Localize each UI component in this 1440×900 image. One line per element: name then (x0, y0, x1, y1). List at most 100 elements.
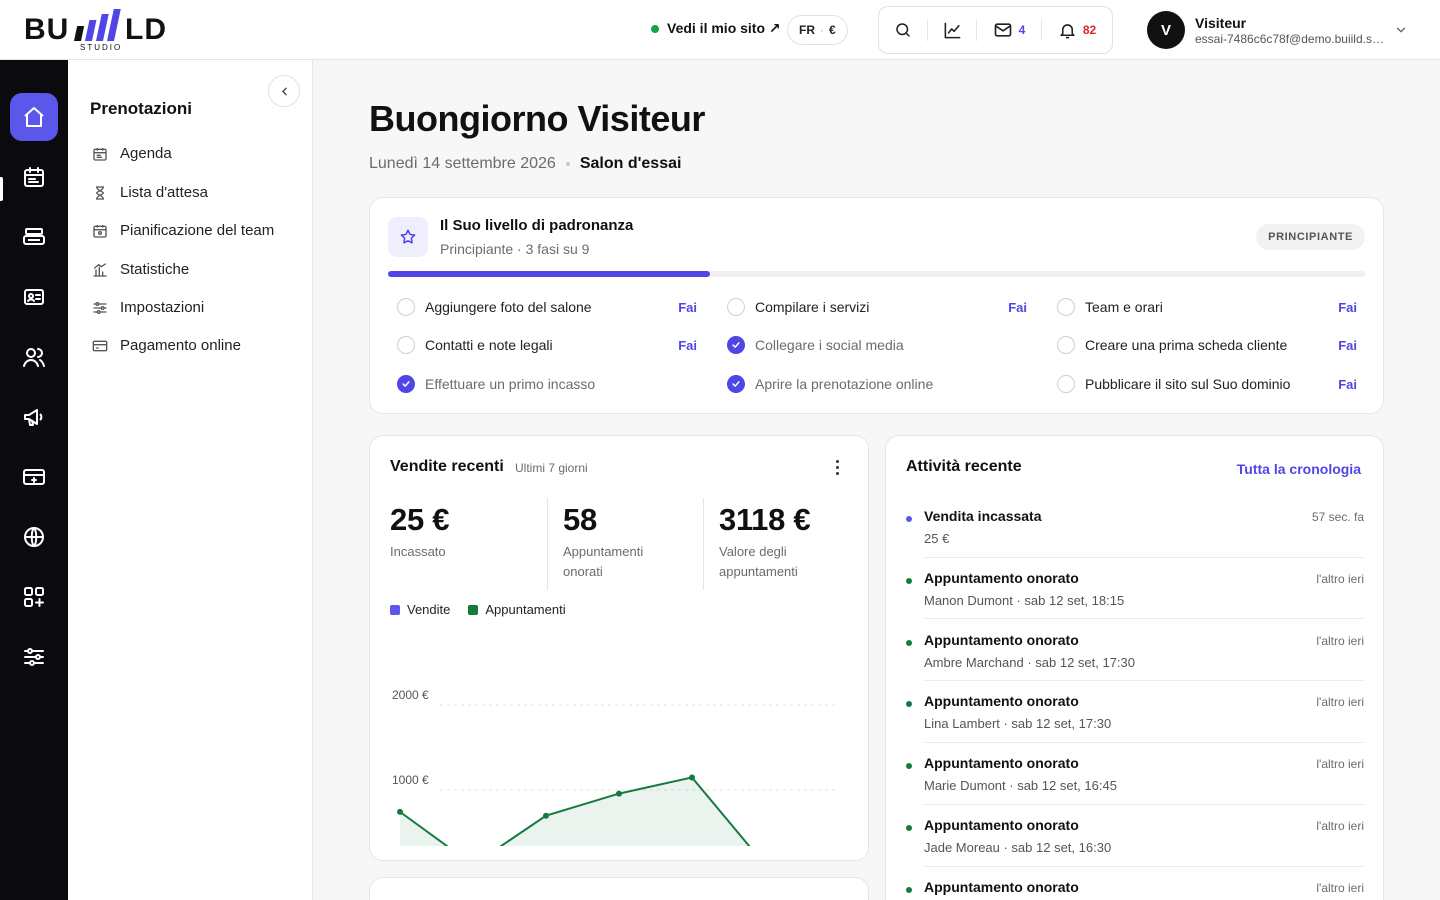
submenu-item-team-planning[interactable]: Pianificazione del team (92, 222, 274, 239)
task-label: Effettuare un primo incasso (425, 376, 596, 392)
mastery-task[interactable]: Team e orari Fai (1057, 296, 1357, 318)
subtitle-separator (565, 162, 570, 166)
activity-item[interactable]: Appuntamento onorato Jade Moreau · sab 12… (906, 817, 1364, 861)
submenu-item-statistics[interactable]: Statistiche (92, 261, 189, 278)
notifications-button[interactable]: 82 (1042, 7, 1112, 53)
task-label: Collegare i social media (755, 337, 904, 353)
activity-title-text: Appuntamento onorato (924, 755, 1079, 772)
activity-item[interactable]: Appuntamento onorato Marie Dumont · sab 1… (906, 755, 1364, 799)
kpi-value: 3118 € (719, 502, 811, 537)
activity-separator (924, 741, 1364, 743)
rail-item-team[interactable] (10, 333, 58, 381)
rail-item-register[interactable] (10, 213, 58, 261)
legend-item-sales[interactable]: Vendite (390, 602, 450, 617)
view-site-link[interactable]: Vedi il mio sito ↗ (651, 20, 781, 37)
collapse-submenu-button[interactable] (268, 75, 300, 107)
do-task-button[interactable]: Fai (1338, 299, 1357, 315)
activity-item[interactable]: Vendita incassata 25 € 57 sec. fa (906, 508, 1364, 552)
tool-divider (976, 19, 977, 41)
do-task-button[interactable]: Fai (1338, 337, 1357, 353)
mastery-subtitle: Principiante · 3 fasi su 9 (440, 241, 590, 257)
mastery-task[interactable]: Aggiungere foto del salone Fai (397, 296, 697, 318)
empty-circle-icon (397, 336, 415, 354)
task-label: Pubblicare il sito sul Suo dominio (1085, 376, 1291, 392)
tool-divider (1041, 19, 1042, 41)
do-task-button[interactable]: Fai (678, 337, 697, 353)
rail-item-website[interactable] (10, 513, 58, 561)
activity-title: Attività recente (906, 458, 1022, 475)
rail-item-home[interactable] (10, 93, 58, 141)
mastery-task[interactable]: Effettuare un primo incasso (397, 373, 697, 395)
do-task-button[interactable]: Fai (1008, 299, 1027, 315)
check-icon (727, 375, 745, 393)
rail-item-settings[interactable] (10, 633, 58, 681)
chevron-down-icon[interactable] (1394, 23, 1408, 37)
activity-detail: 25 € (924, 531, 950, 546)
analytics-button[interactable] (928, 7, 976, 53)
empty-circle-icon (1057, 375, 1075, 393)
activity-separator (924, 803, 1364, 805)
settings-icon (93, 301, 107, 314)
do-task-button[interactable]: Fai (1338, 376, 1357, 392)
submenu-item-label: Impostazioni (120, 299, 205, 316)
submenu-item-online-payment[interactable]: Pagamento online (92, 337, 241, 354)
do-task-button[interactable]: Fai (678, 299, 697, 315)
mastery-task[interactable]: Creare una prima scheda cliente Fai (1057, 334, 1357, 356)
legend-item-appointments[interactable]: Appuntamenti (468, 602, 566, 617)
activity-item[interactable]: Appuntamento onorato Manon Dumont · sab 1… (906, 570, 1364, 614)
rail-item-marketing[interactable] (10, 393, 58, 441)
activity-bullet (906, 763, 912, 770)
chart-legend: Vendite Appuntamenti (390, 602, 566, 617)
mastery-task[interactable]: Pubblicare il sito sul Suo dominio Fai (1057, 373, 1357, 395)
svg-text:STUDIO: STUDIO (80, 43, 122, 52)
rail-item-clients[interactable] (10, 273, 58, 321)
activity-separator (924, 556, 1364, 558)
rail-item-apps[interactable] (10, 573, 58, 621)
task-label: Team e orari (1085, 299, 1163, 315)
mastery-task[interactable]: Compilare i servizi Fai (727, 296, 1027, 318)
appointments-point (689, 774, 695, 781)
activity-bullet (906, 825, 912, 831)
user-name: Visiteur (1195, 14, 1247, 31)
user-menu[interactable]: V Visiteur essai-7486c6c78f@demo.buiild.… (1147, 11, 1385, 49)
activity-detail: Lina Lambert · sab 12 set, 17:30 (924, 716, 1112, 732)
activity-title-text: Appuntamento onorato (924, 569, 1079, 586)
legend-label: Appuntamenti (485, 602, 566, 617)
user-info: Visiteur essai-7486c6c78f@demo.buiild.st… (1195, 15, 1385, 46)
main-content: Buongiorno Visiteur Lunedì 14 settembre … (313, 60, 1440, 900)
mastery-icon-box (388, 217, 428, 257)
activity-time: l'altro ieri (1316, 571, 1364, 586)
full-history-link[interactable]: Tutta la cronologia (1236, 461, 1361, 477)
activity-item[interactable]: Appuntamento onorato Lina Lambert · sab 1… (906, 693, 1364, 737)
mastery-task[interactable]: Aprire la prenotazione online (727, 373, 1027, 395)
submenu-item-waitlist[interactable]: Lista d'attesa (92, 184, 208, 201)
mastery-task[interactable]: Contatti e note legali Fai (397, 334, 697, 356)
rail-item-bookings[interactable] (10, 153, 58, 201)
activity-separator (924, 865, 1364, 867)
rail-item-payments[interactable] (10, 453, 58, 501)
language-currency-selector[interactable]: FR · € (787, 15, 848, 45)
contact-card-icon (24, 289, 44, 305)
megaphone-icon (24, 409, 43, 426)
activity-time: l'altro ieri (1316, 757, 1364, 772)
search-button[interactable] (879, 7, 927, 53)
more-options-button[interactable] (836, 460, 840, 478)
activity-item[interactable]: Appuntamento onorato l'altro ieri (906, 879, 1364, 900)
user-email: essai-7486c6c78f@demo.buiild.studio (1195, 31, 1385, 46)
kpi-value: 58 (563, 502, 597, 537)
submenu-item-settings[interactable]: Impostazioni (92, 299, 204, 316)
empty-circle-icon (1057, 336, 1075, 354)
activity-bullet (906, 516, 912, 522)
site-online-dot (651, 24, 659, 33)
view-site-label: Vedi il mio sito ↗ (667, 20, 781, 36)
messages-button[interactable]: 4 (977, 7, 1041, 53)
rail-active-marker (0, 177, 3, 201)
activity-item[interactable]: Appuntamento onorato Ambre Marchand · sab… (906, 632, 1364, 676)
empty-circle-icon (727, 298, 745, 316)
search-icon (896, 23, 910, 37)
current-date: Lunedì 14 settembre 2026 (369, 155, 556, 172)
submenu-item-agenda[interactable]: Agenda (92, 145, 172, 162)
mastery-task[interactable]: Collegare i social media (727, 334, 1027, 356)
legend-label: Vendite (407, 602, 451, 617)
build-studio-logo[interactable]: BU LD STUDIO (24, 8, 184, 52)
